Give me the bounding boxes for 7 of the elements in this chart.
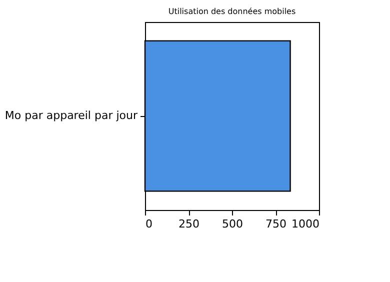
x-tick-label: 500 xyxy=(222,218,243,230)
x-tick-label: 250 xyxy=(178,218,200,230)
chart-title: Utilisation des données mobiles xyxy=(168,7,296,16)
x-tick-label: 0 xyxy=(146,218,152,230)
x-tick-label: 1000 xyxy=(292,218,320,230)
x-tick-label: 750 xyxy=(266,218,286,230)
y-tick-label: Mo par appareil par jour xyxy=(4,109,138,122)
